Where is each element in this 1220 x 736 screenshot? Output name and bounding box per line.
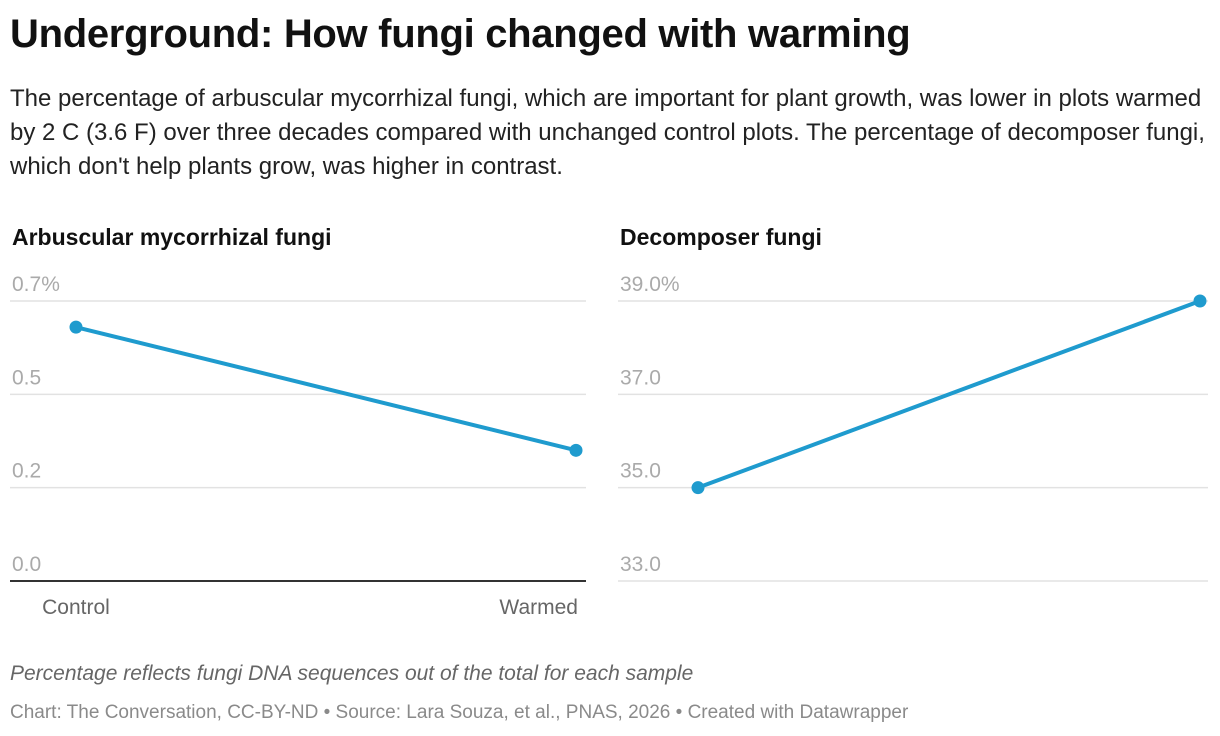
arbuscular-chart: 0.0 0.2 0.5 0.7% Control Warmed [10, 273, 586, 619]
chart-notes: Percentage reflects fungi DNA sequences … [10, 662, 694, 685]
decomposer-y-tick-label: 37.0 [620, 366, 661, 389]
chart-byline: Chart: The Conversation, CC-BY-ND • Sour… [10, 702, 909, 723]
arbuscular-y-tick-label: 0.7% [12, 273, 60, 296]
arbuscular-y-tick-label: 0.2 [12, 460, 41, 483]
arbuscular-y-tick-label: 0.0 [12, 553, 41, 576]
arbuscular-y-tick-label: 0.5 [12, 366, 41, 389]
decomposer-chart: 33.0 35.0 37.0 39.0% [618, 273, 1208, 582]
decomposer-y-tick-label: 33.0 [620, 553, 661, 576]
arbuscular-x-tick-label: Control [42, 596, 110, 619]
decomposer-series-line [696, 299, 1202, 490]
arbuscular-point-warmed[interactable] [569, 443, 583, 457]
arbuscular-point-control[interactable] [69, 320, 83, 334]
decomposer-point-warmed[interactable] [1193, 294, 1207, 308]
arbuscular-series-line [74, 325, 578, 453]
panel-title-decomposer: Decomposer fungi [620, 224, 822, 250]
decomposer-y-tick-label: 35.0 [620, 460, 661, 483]
chart-title: Underground: How fungi changed with warm… [10, 12, 911, 56]
chart-description: The percentage of arbuscular mycorrhizal… [10, 85, 1205, 180]
decomposer-point-control[interactable] [691, 481, 705, 495]
arbuscular-x-tick-label: Warmed [499, 596, 578, 619]
panel-title-arbuscular: Arbuscular mycorrhizal fungi [12, 224, 332, 250]
decomposer-y-tick-label: 39.0% [620, 273, 680, 296]
